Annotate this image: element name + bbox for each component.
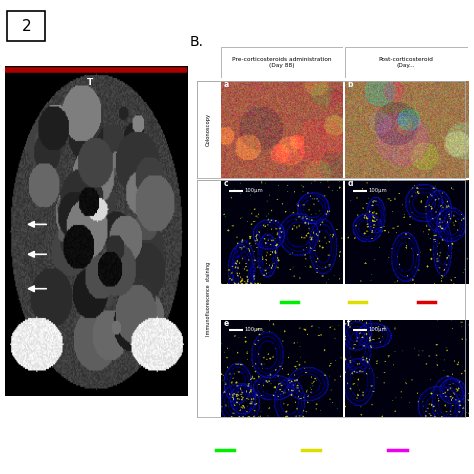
Text: e: e xyxy=(224,319,229,328)
Text: a: a xyxy=(224,81,229,90)
Bar xyxy=(221,287,276,318)
Text: Pre-corticosteroids administration
(Day 88): Pre-corticosteroids administration (Day … xyxy=(232,57,331,68)
Text: 100μm: 100μm xyxy=(368,328,387,332)
Text: CD4: CD4 xyxy=(326,445,351,456)
Text: CD8: CD8 xyxy=(239,445,264,456)
Text: d: d xyxy=(347,180,353,189)
Text: b: b xyxy=(347,81,353,90)
Text: Post-corticosteroid
(Day...: Post-corticosteroid (Day... xyxy=(379,57,434,68)
Text: CD8: CD8 xyxy=(303,297,328,307)
Text: f: f xyxy=(347,319,351,328)
Text: 100μm: 100μm xyxy=(244,188,263,193)
Text: 100μm: 100μm xyxy=(368,188,387,193)
Text: T: T xyxy=(87,78,93,87)
Text: B.: B. xyxy=(190,35,204,49)
Text: c: c xyxy=(224,180,228,189)
Text: CD4: CD4 xyxy=(371,297,397,307)
Text: 100μm: 100μm xyxy=(244,328,263,332)
Text: 2: 2 xyxy=(22,18,32,34)
Text: Immunofluorescence  staining: Immunofluorescence staining xyxy=(206,262,210,336)
Text: Colonoscopy: Colonoscopy xyxy=(206,113,210,146)
